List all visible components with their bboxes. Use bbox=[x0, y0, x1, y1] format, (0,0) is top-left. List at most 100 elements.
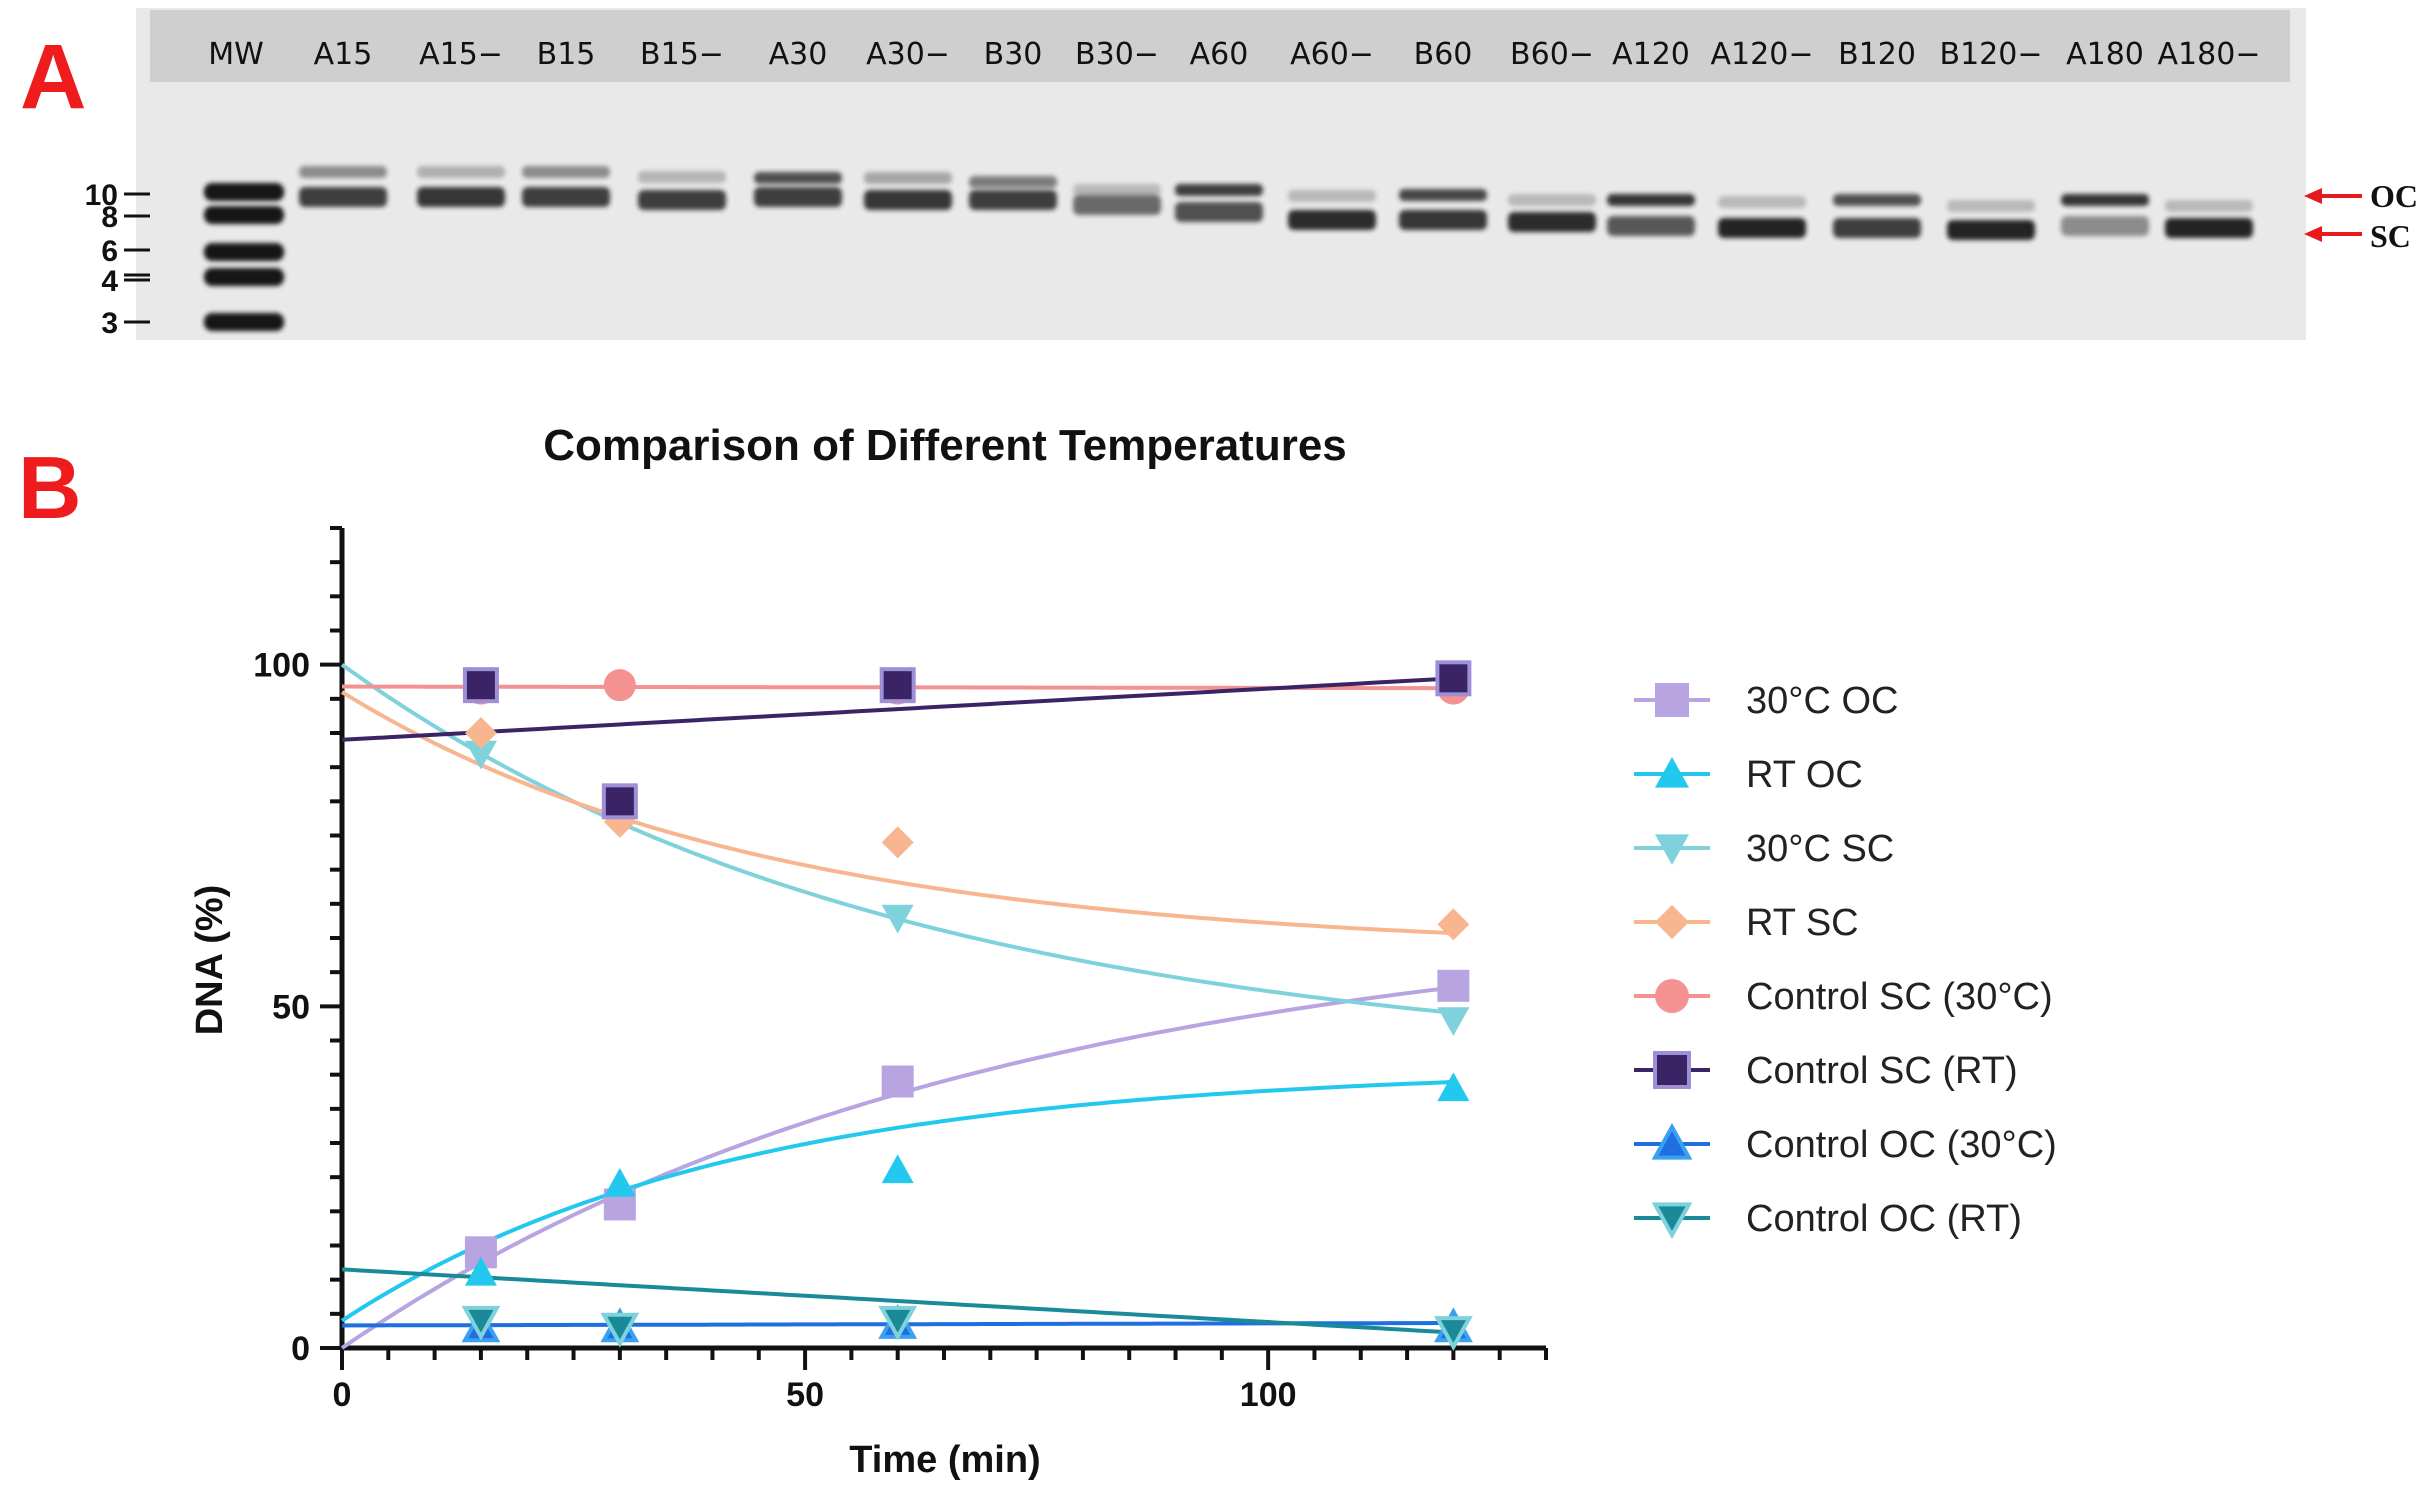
oc-band bbox=[754, 172, 842, 184]
y-axis-title: DNA (%) bbox=[189, 885, 231, 1036]
data-point-s3-p0 bbox=[464, 717, 497, 749]
legend-item: RT OC bbox=[1634, 754, 1863, 796]
lane-label: A120− bbox=[1711, 37, 1814, 72]
data-point-s0-p3 bbox=[1437, 969, 1470, 1002]
oc-band bbox=[1607, 194, 1695, 206]
data-point-s5-p0 bbox=[462, 667, 499, 704]
lane-label: A30 bbox=[769, 37, 828, 72]
data-point-s5-p2 bbox=[879, 667, 916, 704]
sc-band bbox=[1947, 220, 2035, 240]
data-point-s4-p1 bbox=[603, 669, 636, 702]
oc-arrow bbox=[2304, 188, 2362, 204]
ladder-band bbox=[204, 313, 284, 331]
data-points bbox=[461, 660, 1473, 1352]
mw-marker-label: 4 bbox=[101, 265, 118, 298]
gel-label-strip bbox=[150, 10, 2290, 82]
chart-title: Comparison of Different Temperatures bbox=[543, 421, 1347, 470]
sc-arrow bbox=[2304, 226, 2362, 242]
sc-band bbox=[754, 187, 842, 207]
data-point-s1-p3 bbox=[1437, 1072, 1470, 1102]
fit-line-7 bbox=[341, 1267, 1454, 1335]
gel-bands bbox=[204, 166, 2253, 331]
data-point-s5-p3 bbox=[1435, 660, 1472, 697]
legend-item: 30°C OC bbox=[1634, 680, 1898, 722]
legend-label: 30°C SC bbox=[1746, 828, 1894, 870]
oc-band bbox=[1175, 184, 1263, 196]
lane-label: MW bbox=[208, 37, 264, 72]
oc-band bbox=[1288, 190, 1376, 202]
data-point-s5-p1 bbox=[601, 783, 638, 820]
sc-band bbox=[969, 190, 1057, 210]
oc-band-label: OC bbox=[2370, 178, 2418, 214]
oc-band bbox=[1073, 184, 1161, 196]
data-point-s3-p3 bbox=[1437, 908, 1470, 941]
ladder-band bbox=[204, 206, 284, 224]
gel-image: MW A15 A15− B15 B15− A30 A30− B30 B30− A60 A60− B60… bbox=[136, 8, 2306, 340]
legend-marker bbox=[1653, 1051, 1691, 1089]
legend-item: Control SC (30°C) bbox=[1634, 976, 2053, 1018]
legend-item: Control SC (RT) bbox=[1634, 1050, 2018, 1092]
legend-label: 30°C OC bbox=[1746, 680, 1898, 722]
panel-a-letter: A bbox=[20, 26, 86, 128]
x-tick-label: 0 bbox=[333, 1376, 352, 1414]
legend-marker bbox=[1655, 979, 1689, 1013]
chart: 0 50 100 0 50 100 Time (min) DNA (%) bbox=[189, 526, 1548, 1481]
lane-label: A60− bbox=[1290, 37, 1374, 72]
sc-band bbox=[1718, 218, 1806, 238]
sc-band bbox=[1288, 210, 1376, 230]
x-tick-label: 50 bbox=[786, 1376, 824, 1414]
oc-band bbox=[299, 166, 387, 178]
legend-marker bbox=[1651, 1122, 1693, 1160]
sc-band bbox=[864, 190, 952, 210]
sc-band bbox=[638, 190, 726, 210]
fit-line-5 bbox=[341, 676, 1454, 742]
oc-band bbox=[2165, 200, 2253, 212]
legend-label: Control OC (30°C) bbox=[1746, 1124, 2057, 1166]
oc-band bbox=[1399, 189, 1487, 201]
lane-label: B60− bbox=[1510, 37, 1594, 72]
data-point-s1-p1 bbox=[603, 1168, 636, 1197]
ladder-band bbox=[204, 183, 284, 201]
lane-label: B60 bbox=[1414, 37, 1473, 72]
lane-label: A15 bbox=[314, 37, 373, 72]
data-point-s1-p0 bbox=[464, 1256, 497, 1286]
lane-label: A180 bbox=[2066, 37, 2144, 72]
sc-band bbox=[1399, 210, 1487, 230]
legend-item: Control OC (RT) bbox=[1634, 1198, 2022, 1240]
data-point-s1-p2 bbox=[881, 1154, 914, 1184]
sc-band bbox=[2165, 218, 2253, 238]
lane-label: A60 bbox=[1190, 37, 1249, 72]
chart-legend: 30°C OC RT OC 30°C SC RT SC Control SC (30°C… bbox=[1634, 680, 2057, 1240]
mw-marker-label: 8 bbox=[101, 201, 118, 234]
oc-band bbox=[417, 166, 505, 178]
lane-label: B30− bbox=[1075, 37, 1159, 72]
data-point-s2-p3 bbox=[1437, 1007, 1470, 1036]
oc-band bbox=[522, 166, 610, 178]
sc-band bbox=[1073, 195, 1161, 215]
y-tick-label: 0 bbox=[291, 1330, 310, 1368]
oc-band bbox=[2061, 194, 2149, 206]
lane-label: B30 bbox=[984, 37, 1043, 72]
mw-marker-label: 6 bbox=[101, 235, 118, 268]
oc-band bbox=[864, 172, 952, 184]
sc-band bbox=[522, 187, 610, 207]
lane-label: A180− bbox=[2158, 37, 2261, 72]
y-tick-label: 100 bbox=[253, 647, 310, 685]
sc-band bbox=[1508, 212, 1596, 232]
legend-marker bbox=[1655, 905, 1689, 939]
lane-label: B15 bbox=[537, 37, 596, 72]
x-tick-label: 100 bbox=[1240, 1376, 1297, 1414]
ladder-band bbox=[204, 243, 284, 261]
fit-lines bbox=[340, 663, 1454, 1350]
sc-band-label: SC bbox=[2370, 218, 2411, 254]
lane-label: A30− bbox=[866, 37, 950, 72]
fit-line-3 bbox=[340, 690, 1454, 936]
legend-item: Control OC (30°C) bbox=[1634, 1122, 2057, 1166]
legend-marker bbox=[1655, 834, 1689, 865]
legend-marker bbox=[1655, 757, 1689, 788]
data-point-s2-p0 bbox=[464, 740, 497, 770]
data-point-s0-p2 bbox=[881, 1065, 914, 1098]
legend-label: Control SC (30°C) bbox=[1746, 976, 2053, 1018]
